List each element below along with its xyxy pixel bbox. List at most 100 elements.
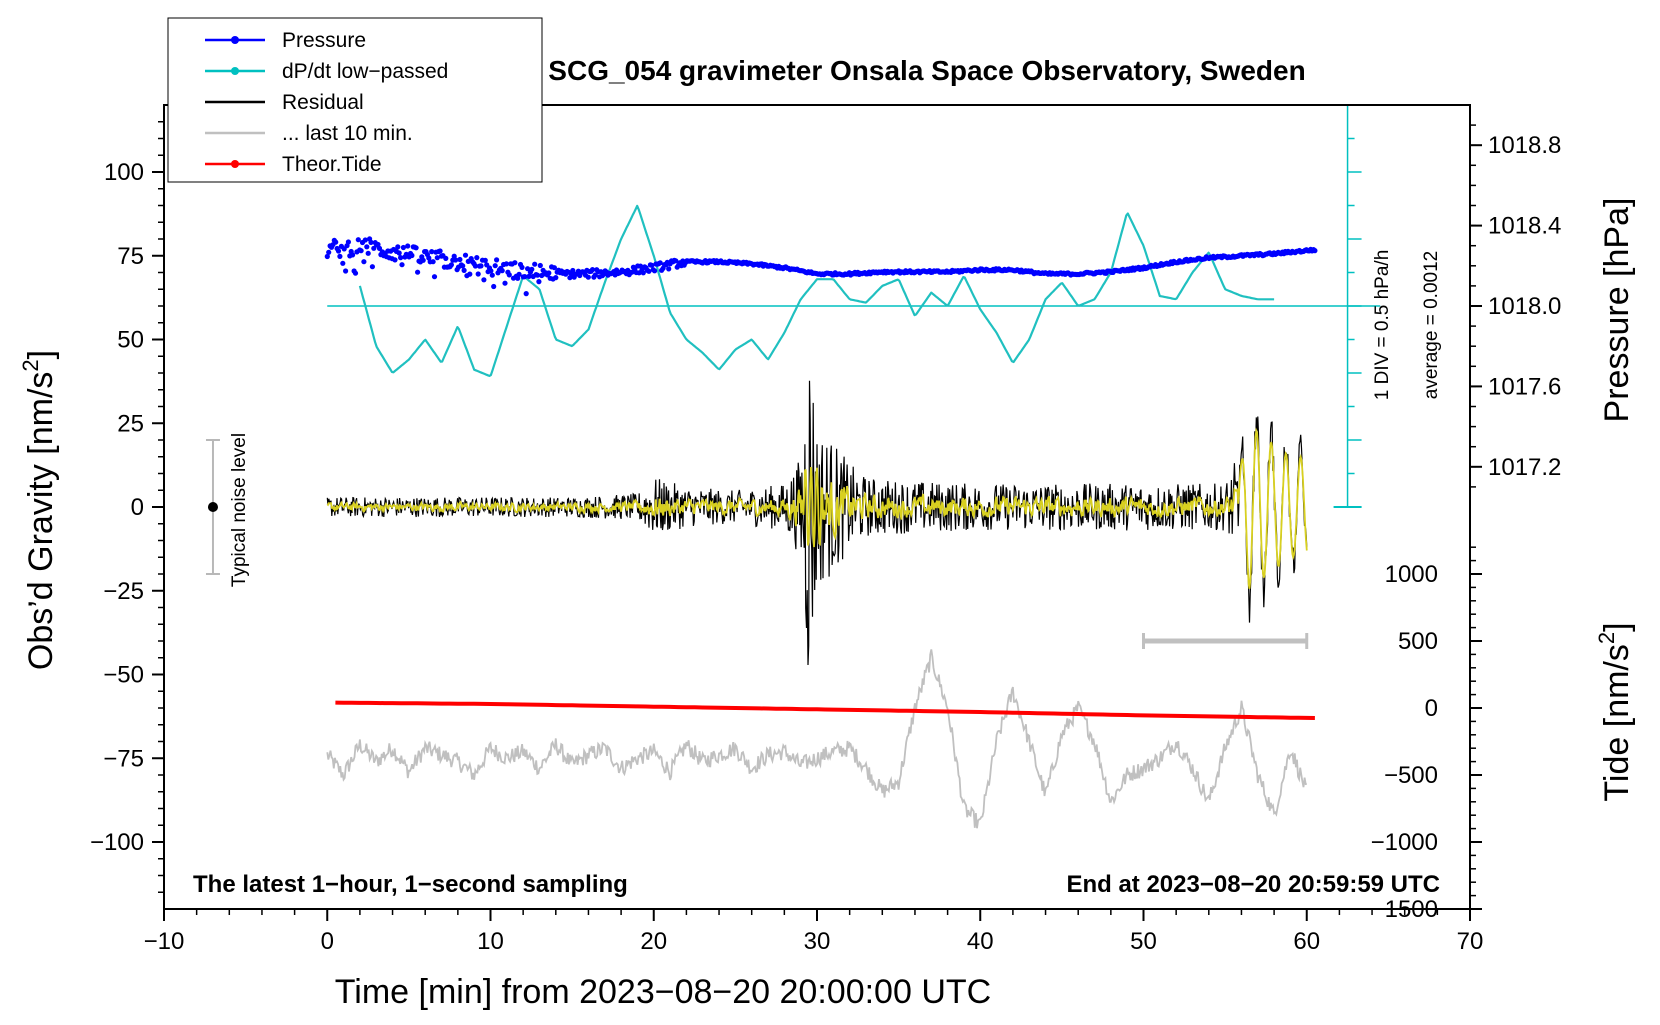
y-left-tick-label: −25 (103, 578, 144, 605)
pressure-point (400, 244, 406, 251)
pressure-point (352, 270, 359, 276)
residual-trace (326, 380, 1308, 666)
pressure-point (519, 264, 525, 270)
pressure-tick-label: 1018.0 (1488, 293, 1561, 320)
pressure-point (637, 263, 644, 269)
pressure-point (415, 269, 421, 275)
legend-label: dP/dt low−passed (282, 60, 448, 83)
pressure-point (335, 248, 342, 254)
pressure-point (448, 262, 454, 268)
note-bottom-right: End at 2023−08−20 20:59:59 UTC (1066, 871, 1440, 898)
note-bottom-left: The latest 1−hour, 1−second sampling (193, 871, 628, 898)
x-tick-label: 20 (640, 928, 667, 955)
y-left-tick-label: 75 (117, 243, 144, 270)
pressure-point (337, 253, 343, 259)
tide-tick-label: −1500 (1371, 896, 1438, 923)
pressure-point (358, 248, 364, 254)
pressure-point (462, 252, 469, 258)
pressure-point (534, 272, 541, 278)
y-axis-title-pressure: Pressure [hPa] (1598, 198, 1636, 423)
legend-marker (231, 67, 239, 75)
pressure-point (673, 258, 679, 264)
pressure-point (592, 272, 598, 278)
legend-label: Residual (282, 91, 364, 114)
pressure-point (457, 256, 463, 263)
pressure-point (434, 255, 440, 261)
pressure-point (489, 272, 495, 278)
y-left-tick-label: −50 (103, 662, 144, 689)
x-tick-label: −10 (144, 928, 185, 955)
x-tick-label: 40 (967, 928, 994, 955)
y-axis-title-tide: Tide [nm/s2] (1594, 622, 1636, 801)
pressure-point (529, 266, 535, 272)
pressure-point (494, 257, 500, 263)
pressure-point (443, 255, 449, 261)
y-left-tick-label: 100 (104, 159, 144, 186)
y-left-tick-label: 0 (131, 494, 144, 521)
pressure-point (537, 262, 543, 269)
pressure-point (474, 255, 480, 261)
pressure-point (369, 264, 375, 270)
pressure-point (376, 245, 383, 251)
pressure-point (1312, 248, 1318, 254)
pressure-point (512, 260, 518, 266)
tide-tick-label: −1000 (1371, 829, 1438, 856)
pressure-point (503, 261, 509, 267)
pressure-point (652, 268, 658, 274)
axes-layer: −10 0 10 20 30 40 50 60 701007550250−25−50−75−10… (90, 121, 1561, 955)
pressure-point (536, 279, 542, 285)
pressure-point (340, 260, 346, 266)
pressure-point (429, 249, 435, 255)
x-tick-label: 0 (321, 928, 334, 955)
pressure-point (413, 245, 419, 251)
pressure-point (482, 257, 488, 263)
legend-label: ... last 10 min. (282, 122, 413, 145)
dpdt-scale-label: 1 DIV = 0.5 hPa/h (1372, 250, 1393, 401)
pressure-tick-label: 1018.4 (1488, 213, 1561, 240)
y-left-tick-label: 50 (117, 327, 144, 354)
pressure-point (398, 255, 404, 261)
legend-marker (231, 36, 239, 44)
dpdt-curve (358, 204, 1275, 377)
pressure-point (657, 260, 663, 266)
pressure-point (362, 237, 368, 243)
tide-curve (335, 700, 1315, 720)
pressure-point (475, 271, 481, 277)
pressure-point (437, 248, 443, 254)
pressure-point (420, 257, 426, 263)
pressure-point (478, 263, 484, 269)
pressure-point (666, 266, 672, 272)
legend-marker (231, 160, 239, 168)
pressure-tick-label: 1017.6 (1488, 373, 1561, 400)
pressure-point (499, 268, 505, 274)
y-axis-title-left: Obs’d Gravity [nm/s2] (18, 350, 60, 670)
pressure-point (492, 263, 498, 269)
pressure-point (343, 268, 349, 274)
x-tick-label: 70 (1457, 928, 1484, 955)
pressure-point (461, 267, 467, 273)
pressure-point (431, 274, 438, 280)
pressure-point (481, 277, 487, 283)
y-left-tick-label: −75 (103, 745, 144, 772)
dpdt-average-label: average = 0.0012 (1421, 251, 1442, 399)
pressure-point (515, 275, 521, 281)
pressure-point (324, 253, 330, 260)
pressure-point (350, 252, 356, 258)
pressure-point (365, 250, 371, 256)
pressure-point (506, 272, 512, 278)
pressure-point (546, 270, 552, 276)
x-tick-label: 60 (1293, 928, 1320, 955)
pressure-point (551, 265, 558, 271)
pressure-point (453, 257, 459, 263)
pressure-point (570, 267, 576, 274)
pressure-point (532, 261, 538, 267)
pressure-point (364, 244, 370, 250)
pressure-point (430, 259, 436, 265)
tide-tick-label: 0 (1425, 695, 1438, 722)
pressure-point (522, 274, 528, 280)
pressure-point (396, 250, 402, 256)
pressure-tick-label: 1017.2 (1488, 454, 1561, 481)
noise-level-indicator (205, 439, 220, 575)
